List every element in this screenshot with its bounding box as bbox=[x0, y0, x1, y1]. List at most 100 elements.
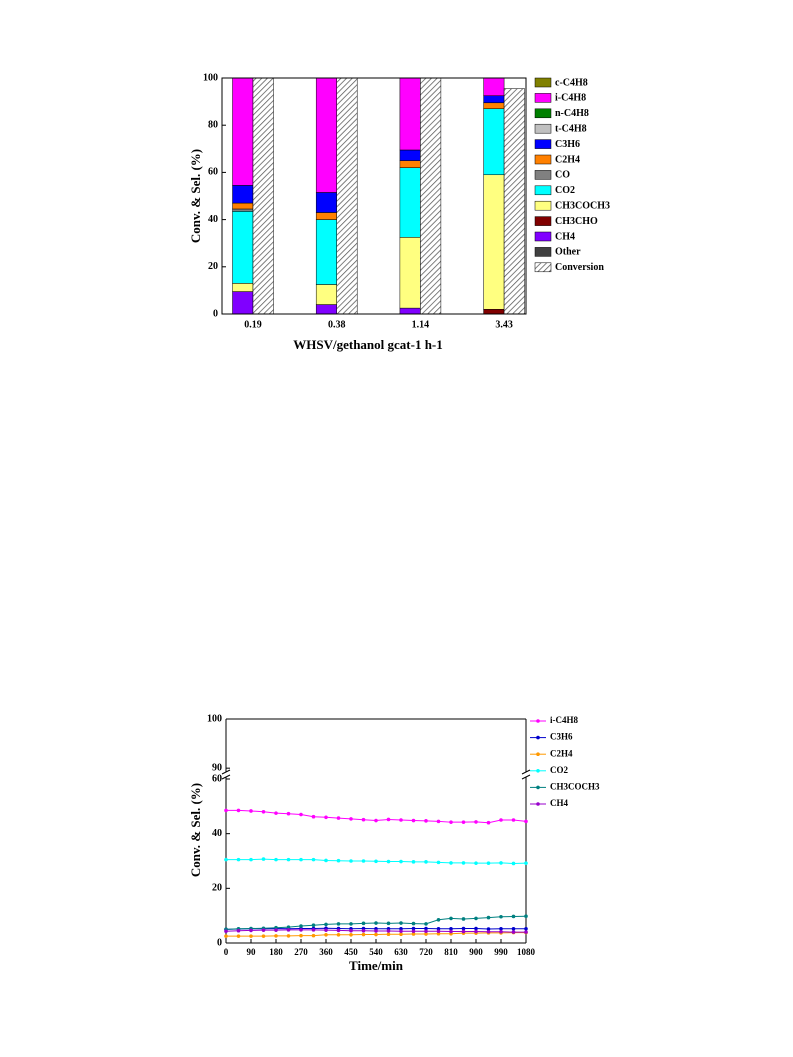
legend-swatch bbox=[534, 108, 552, 119]
y-tick-label: 60 bbox=[208, 167, 218, 178]
legend-label: CO2 bbox=[550, 765, 569, 775]
series-marker bbox=[336, 816, 341, 820]
series-marker bbox=[336, 922, 341, 926]
series-marker bbox=[461, 861, 466, 865]
y-tick-label: 0 bbox=[217, 937, 222, 948]
series-marker bbox=[449, 820, 453, 824]
series-marker bbox=[374, 932, 378, 937]
conversion-bar bbox=[336, 77, 358, 315]
series-marker bbox=[524, 914, 528, 919]
y-tick-label: 20 bbox=[208, 261, 218, 272]
legend-label: CH4 bbox=[550, 798, 569, 808]
series-marker bbox=[261, 934, 266, 938]
series-marker bbox=[511, 926, 516, 931]
series-marker bbox=[436, 860, 441, 865]
series-marker bbox=[324, 922, 328, 927]
series-marker bbox=[336, 858, 341, 863]
legend-marker bbox=[536, 769, 540, 773]
series-marker bbox=[499, 929, 503, 934]
legend-label: CH3CHO bbox=[555, 216, 598, 227]
y-tick-label: 90 bbox=[212, 762, 222, 773]
legend-label: CO2 bbox=[555, 185, 575, 196]
bar-segment bbox=[232, 283, 254, 292]
conversion-bar bbox=[252, 77, 274, 315]
legend-marker bbox=[536, 785, 540, 790]
series-marker bbox=[349, 922, 353, 926]
series-marker bbox=[386, 932, 391, 937]
series-marker bbox=[236, 808, 241, 813]
series-marker bbox=[324, 815, 328, 820]
series-marker bbox=[436, 819, 441, 824]
x-axis-label: WHSV/gethanol gcat-1 h-1 bbox=[293, 337, 443, 352]
series-marker bbox=[299, 928, 303, 932]
series-marker bbox=[436, 929, 441, 934]
axis-break bbox=[221, 769, 231, 775]
series-marker bbox=[361, 859, 366, 863]
series-marker bbox=[511, 818, 516, 822]
series-marker bbox=[399, 926, 403, 931]
series-marker bbox=[299, 924, 303, 928]
series-marker bbox=[411, 929, 416, 934]
y-tick-label: 100 bbox=[207, 713, 222, 724]
bar-segment bbox=[315, 284, 337, 305]
legend-label: t-C4H8 bbox=[555, 123, 587, 134]
series-marker bbox=[249, 934, 253, 938]
legend-label: C3H6 bbox=[550, 732, 573, 742]
series-marker bbox=[286, 857, 291, 862]
series-marker bbox=[361, 817, 366, 822]
series-marker bbox=[236, 928, 241, 933]
bar-segment bbox=[483, 174, 505, 310]
series-marker bbox=[374, 818, 378, 823]
series-marker bbox=[386, 921, 391, 926]
series-marker bbox=[249, 809, 253, 813]
series-marker bbox=[299, 933, 303, 938]
series-marker bbox=[224, 934, 228, 938]
legend-swatch bbox=[534, 77, 552, 88]
legend-label: C3H6 bbox=[555, 139, 580, 150]
legend-label: Other bbox=[555, 247, 581, 258]
y-tick-label: 80 bbox=[208, 119, 218, 130]
series-marker bbox=[424, 922, 428, 926]
series-marker bbox=[236, 857, 241, 862]
legend-label: i-C4H8 bbox=[550, 715, 578, 725]
bar-segment bbox=[232, 291, 254, 315]
bar-segment bbox=[483, 108, 505, 176]
series-marker bbox=[224, 929, 228, 934]
x-tick-label: 1.14 bbox=[412, 319, 430, 330]
x-tick-label: 0.38 bbox=[328, 319, 346, 330]
legend-label: CH4 bbox=[555, 231, 575, 242]
conversion-bar bbox=[503, 88, 525, 315]
legend-swatch bbox=[534, 216, 552, 226]
legend-swatch bbox=[534, 185, 552, 196]
series-marker bbox=[324, 858, 328, 863]
series-marker bbox=[399, 818, 403, 822]
series-marker bbox=[249, 928, 253, 933]
series-marker bbox=[511, 861, 516, 866]
series-marker bbox=[436, 917, 441, 922]
conversion-bar bbox=[420, 77, 442, 315]
series-marker bbox=[274, 934, 278, 938]
series-marker bbox=[386, 929, 391, 933]
series-marker bbox=[524, 930, 528, 934]
series-marker bbox=[449, 916, 453, 921]
bar-segment bbox=[315, 77, 337, 193]
series-marker bbox=[311, 857, 316, 862]
x-tick-label: 0 bbox=[224, 947, 229, 957]
legend-marker bbox=[536, 719, 540, 723]
series-marker bbox=[474, 929, 478, 934]
bar-segment bbox=[315, 219, 337, 285]
bar-segment bbox=[399, 77, 421, 151]
series-marker bbox=[349, 817, 353, 821]
bar-segment bbox=[483, 102, 505, 109]
series-marker bbox=[274, 925, 278, 930]
legend-label: c-C4H8 bbox=[555, 77, 588, 88]
legend-label: CH3COCH3 bbox=[550, 781, 600, 791]
legend-marker bbox=[536, 735, 540, 740]
y-tick-label: 40 bbox=[212, 828, 222, 839]
series-marker bbox=[424, 926, 428, 931]
x-tick-label: 630 bbox=[394, 947, 408, 957]
legend-swatch bbox=[534, 93, 552, 103]
series-marker bbox=[474, 916, 478, 921]
x-tick-label: 360 bbox=[319, 947, 333, 957]
